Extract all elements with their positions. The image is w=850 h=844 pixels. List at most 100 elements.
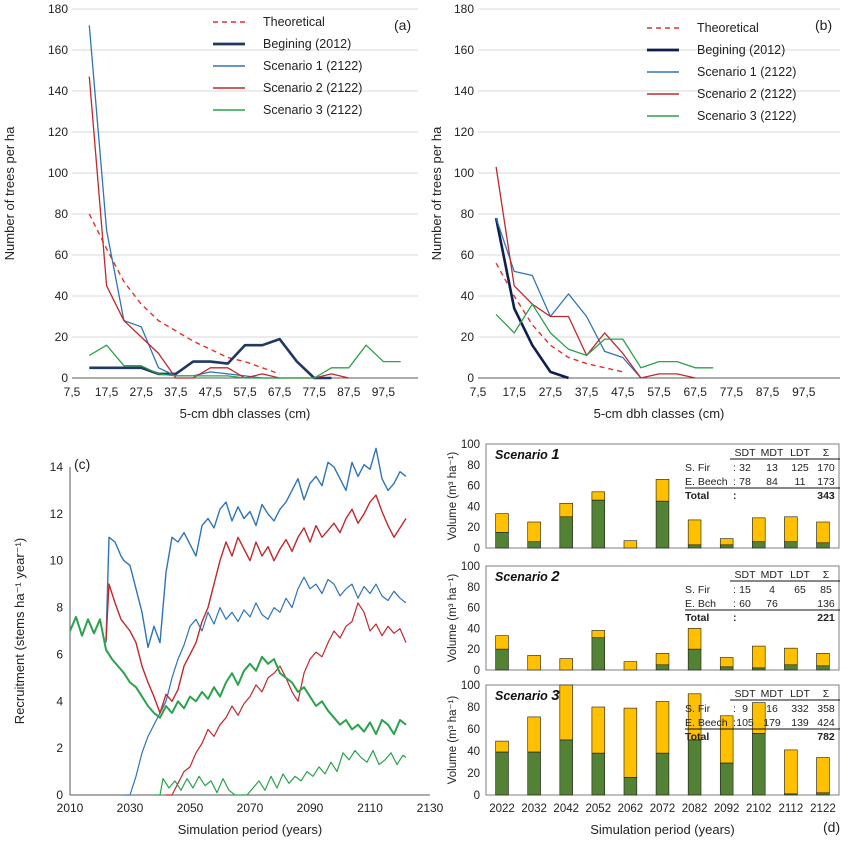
x-tick-label: 2022	[489, 803, 515, 815]
bar-lower	[591, 499, 606, 549]
bar-lower	[495, 751, 509, 796]
bar-lower	[784, 664, 798, 671]
y-axis-label: Volume (m³ ha⁻¹)	[447, 696, 459, 785]
y-tick-label: 60	[467, 481, 480, 493]
y-tick-label: 4	[56, 694, 63, 708]
x-tick-label: 2062	[618, 803, 644, 815]
series-line	[105, 494, 407, 714]
legend-entry: Theoretical	[697, 21, 759, 35]
bar-upper	[623, 540, 638, 549]
table-header: SDT	[735, 569, 757, 581]
y-tick-label: 14	[50, 460, 64, 474]
y-axis-label: Volume (m³ ha⁻¹)	[447, 452, 459, 541]
panel-b: 0 20 40 60 80 100 120 140 160 180 7,5 17,5 27,5 37,5 4…	[429, 2, 840, 421]
y-tick-label: 180	[454, 2, 474, 16]
table-cell: 32	[739, 462, 751, 474]
y-axis-label: Number of trees per ha	[2, 126, 17, 260]
table-sep: :	[733, 717, 736, 729]
x-tick-label: 2110	[357, 801, 383, 815]
legend-entry: Theoretical	[263, 15, 325, 29]
y-tick-label: 60	[55, 248, 69, 262]
bar-upper	[816, 521, 830, 544]
y-tick-label: 60	[467, 724, 480, 736]
x-tick-label: 47,5	[199, 385, 223, 399]
bar-lower	[719, 666, 734, 671]
x-tick-label: 37,5	[575, 385, 599, 399]
series-line	[69, 615, 407, 736]
y-tick-label: 0	[56, 788, 63, 802]
table-header: Σ	[823, 569, 830, 581]
x-tick-label: 7,5	[64, 385, 81, 399]
summary-table: SDT MDT LDT ΣS. Fir:15 4 65 85E. Bch:60 76 136To…	[685, 569, 840, 624]
y-tick-label: 2	[56, 741, 63, 755]
table-sep: :	[733, 462, 736, 474]
bar-lower	[591, 637, 606, 671]
bar-upper	[816, 757, 830, 794]
bar-upper	[752, 645, 766, 669]
legend-entry: Scenario 1 (2122)	[697, 65, 796, 79]
table-header: MDT	[761, 688, 784, 700]
table-cell: 60	[739, 598, 751, 610]
y-tick-label: 80	[467, 582, 480, 594]
bar-upper	[752, 517, 766, 543]
table-cell: 13	[766, 462, 778, 474]
x-tick-label: 2082	[682, 803, 708, 815]
table-header: MDT	[761, 569, 784, 581]
table-sep: :	[733, 598, 736, 610]
x-tick-label: 17,5	[95, 385, 119, 399]
bar-lower	[527, 751, 541, 796]
y-tick-label: 20	[467, 644, 480, 656]
subplot-title: Scenario 3	[495, 687, 560, 704]
series-line	[88, 213, 280, 375]
x-tick-label: 2092	[714, 803, 740, 815]
table-row-label: Total	[685, 612, 709, 624]
y-tick-label: 12	[50, 507, 64, 521]
bar-upper	[527, 521, 541, 543]
y-tick-label: 100	[461, 680, 480, 692]
bar-upper	[495, 740, 509, 753]
series-line	[495, 303, 714, 369]
y-tick-label: 80	[467, 460, 480, 472]
bar-lower	[495, 648, 509, 671]
table-row-label: E. Bch	[685, 598, 716, 610]
series-line	[88, 344, 401, 379]
y-tick-label: 80	[461, 207, 475, 221]
y-tick-label: 0	[474, 543, 480, 555]
x-tick-label: 2050	[177, 801, 204, 815]
x-tick-label: 27,5	[130, 385, 154, 399]
table-cell: 84	[766, 476, 778, 488]
x-tick-label: 87,5	[756, 385, 780, 399]
table-header: LDT	[790, 569, 810, 581]
table-cell: 332	[791, 703, 809, 715]
table-header: LDT	[790, 688, 810, 700]
y-tick-label: 6	[56, 647, 63, 661]
y-tick-label: 100	[461, 439, 480, 451]
y-tick-label: 20	[55, 330, 69, 344]
x-tick-label: 77,5	[303, 385, 327, 399]
legend: Theoretical Begining (2012) Scenario 1 (21…	[647, 21, 796, 123]
y-tick-label: 100	[461, 561, 480, 573]
table-cell: 173	[817, 476, 835, 488]
bar-lower	[687, 739, 702, 796]
series-line	[494, 217, 569, 380]
table-cell: 136	[817, 598, 835, 610]
table-cell: 85	[820, 584, 832, 596]
legend-entry: Scenario 3 (2122)	[697, 109, 796, 123]
bar-lower	[655, 752, 670, 796]
table-header: LDT	[790, 447, 810, 459]
x-tick-label: 67,5	[684, 385, 708, 399]
x-axis-label: 5-cm dbh classes (cm)	[594, 406, 725, 421]
table-cell: 16	[766, 703, 778, 715]
x-tick-label: 27,5	[539, 385, 563, 399]
bar-lower	[784, 541, 798, 549]
table-cell: 170	[817, 462, 835, 474]
bar-upper	[784, 516, 798, 543]
series-line	[88, 25, 280, 379]
table-cell: 76	[766, 598, 778, 610]
y-tick-label: 60	[461, 248, 475, 262]
table-cell: 358	[817, 703, 835, 715]
bar-lower	[816, 792, 830, 796]
summary-table: SDT MDT LDT Σ S. Fir:9 16 332 358 E. Beech:105 17…	[685, 688, 840, 743]
